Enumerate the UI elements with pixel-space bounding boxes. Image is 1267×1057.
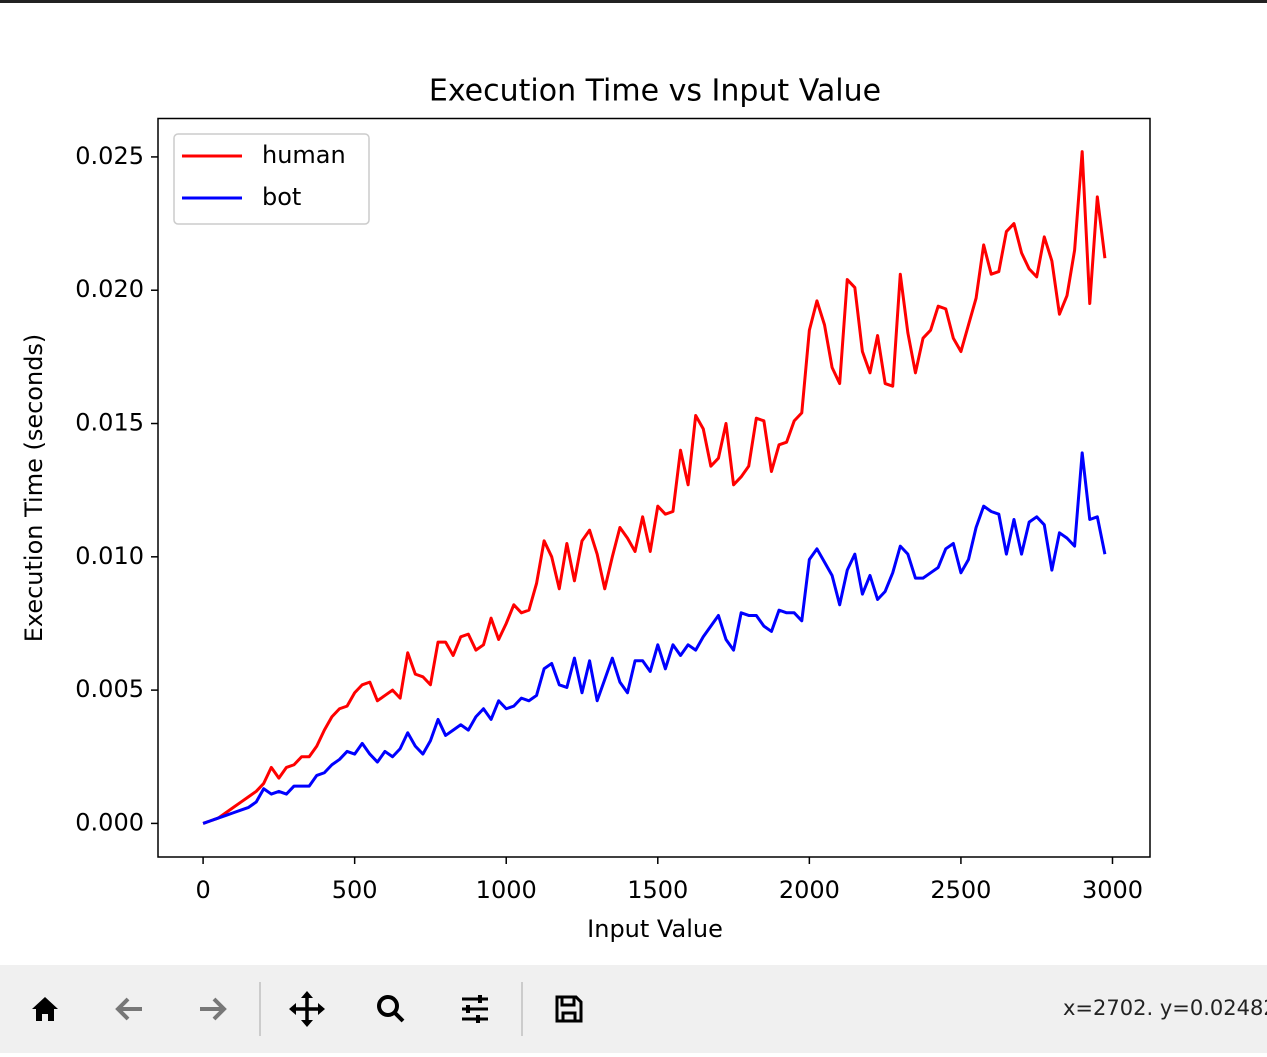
y-axis-label: Execution Time (seconds) [20, 334, 48, 643]
x-axis-label: Input Value [587, 915, 723, 943]
back-button[interactable] [115, 997, 142, 1021]
x-tick-label: 3000 [1082, 876, 1143, 904]
y-tick-label: 0.015 [75, 409, 144, 437]
x-tick-label: 1000 [476, 876, 537, 904]
chart-title: Execution Time vs Input Value [429, 74, 881, 109]
forward-button[interactable] [200, 997, 227, 1021]
y-tick-label: 0.010 [75, 542, 144, 570]
pan-button[interactable] [289, 991, 325, 1027]
zoom-button[interactable] [377, 995, 405, 1023]
y-tick-label: 0.000 [75, 808, 144, 836]
y-tick-label: 0.005 [75, 675, 144, 703]
configure-button[interactable] [462, 995, 488, 1023]
y-tick-label: 0.025 [75, 142, 144, 170]
plot: 0 500 1000 1500 2000 2500 3000 0.000 0.005 0.010 0… [75, 142, 1143, 904]
line-series [202, 451, 1107, 825]
save-button[interactable] [555, 995, 583, 1023]
axes-frame [157, 117, 1151, 858]
x-tick-label: 500 [332, 876, 378, 904]
x-tick-label: 1500 [627, 876, 688, 904]
status-text: x=2702. y=0.02482 [1063, 996, 1267, 1020]
top-border [0, 0, 1267, 3]
legend-label: bot [262, 183, 301, 211]
x-tick-label: 2500 [930, 876, 991, 904]
y-tick-label: 0.020 [75, 275, 144, 303]
legend: human bot [173, 133, 370, 225]
x-tick-label: 2000 [779, 876, 840, 904]
legend-label: human [262, 141, 346, 169]
line-series [202, 150, 1107, 825]
home-button[interactable] [32, 997, 58, 1021]
x-tick-label: 0 [195, 876, 210, 904]
